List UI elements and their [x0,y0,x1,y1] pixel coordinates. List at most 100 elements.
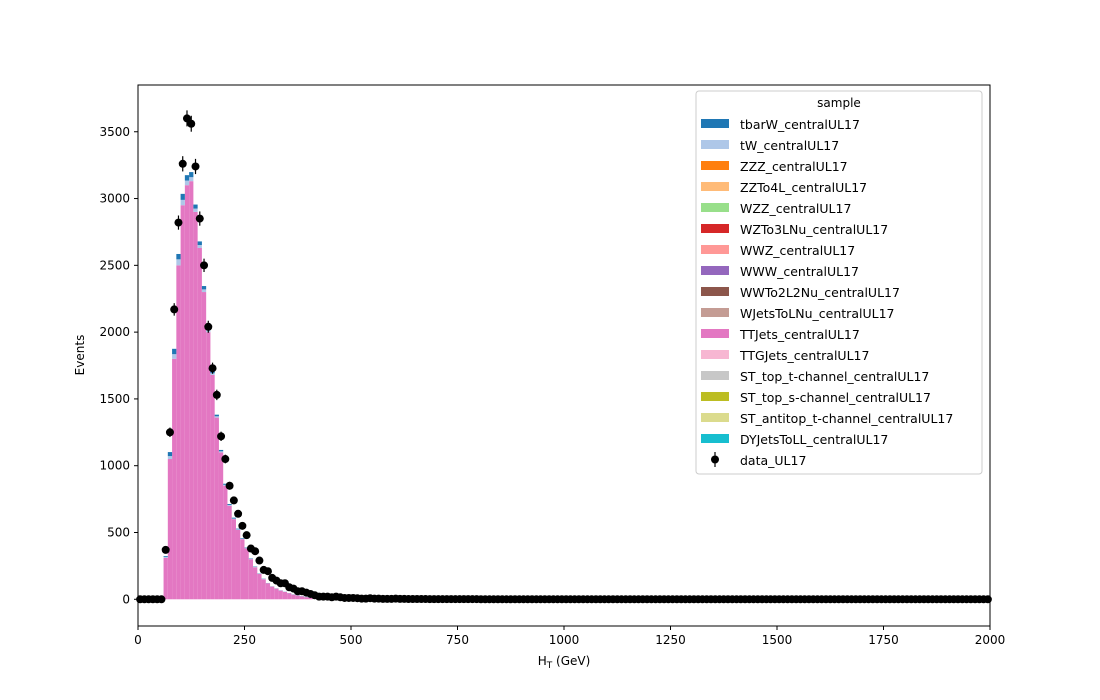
stack-bar-0-11 [210,374,215,600]
stack-bar-0-2 [172,358,177,600]
data-point-22 [229,496,238,505]
legend-swatch-5 [701,224,729,233]
x-tick-label-8: 2000 [975,633,1006,647]
data-point-8 [170,305,179,314]
legend-swatch-7 [701,266,729,275]
stack-bar-0-18 [240,539,245,600]
legend-label-7: WWW_centralUL17 [740,264,859,279]
stack-bar-2-6 [189,172,194,178]
legend-label-0: tbarW_centralUL17 [740,117,860,132]
data-point-7 [165,428,174,437]
stack-bar-0-1 [167,459,173,600]
data-point-15 [200,261,209,270]
stack-bar-0-6 [189,181,194,600]
legend-label-8: WWTo2L2Nu_centralUL17 [740,285,900,300]
stack-bar-2-14 [223,483,228,485]
stack-bar-0-34 [308,597,313,600]
stack-bar-0-9 [201,292,207,600]
legend-label-15: DYJetsToLL_centralUL17 [740,432,888,447]
legend-data-marker [711,455,719,464]
legend-swatch-9 [701,308,729,317]
stack-bar-0-0 [163,557,168,600]
stack-bar-1-17 [235,529,241,530]
legend-label-3: ZZTo4L_centralUL17 [740,180,867,195]
legend-box [695,90,983,475]
stack-bar-0-27 [278,590,283,600]
stack-bar-0-13 [218,452,224,600]
stack-bar-0-14 [223,485,228,600]
legend-swatch-14 [701,413,729,422]
stack-bar-2-18 [240,538,245,539]
x-tick-label-2: 500 [340,633,363,647]
data-point-17 [208,364,217,373]
legend-label-1: tW_centralUL17 [740,138,839,153]
data-point-25 [242,531,251,540]
stack-bar-0-17 [235,529,241,600]
legend-swatch-2 [701,161,729,170]
stack-bar-0-30 [291,594,296,600]
stack-bar-1-9 [201,289,207,293]
stack-bar-0-29 [287,593,292,600]
data-point-19 [217,432,226,441]
stack-bar-1-3 [176,259,181,266]
stack-bar-2-19 [244,547,249,549]
legend-label-10: TTJets_centralUL17 [739,327,860,342]
stack-bar-1-15 [227,504,232,506]
legend-swatch-12 [701,371,729,380]
plot-area [136,110,992,604]
stack-bar-1-5 [184,180,190,186]
stack-bar-1-2 [172,354,177,359]
data-points [136,110,992,604]
stack-bar-2-17 [235,528,241,530]
y-axis-label: Events [73,335,87,376]
stack-bar-1-6 [189,177,194,182]
stack-bar-0-25 [270,586,275,600]
stack-bar-1-18 [240,538,245,540]
stack-bar-1-11 [210,373,215,375]
stack-bar-0-3 [176,265,181,600]
legend-swatch-1 [701,140,729,149]
x-tick-label-1: 250 [233,633,256,647]
legend-title: sample [817,96,861,110]
stack-bar-0-8 [197,247,202,600]
y-tick-label-0: 0 [122,592,130,606]
legend-label-6: WWZ_centralUL17 [740,243,855,258]
data-point-24 [238,521,247,530]
stack-bar-2-0 [163,556,168,557]
data-point-23 [234,509,243,518]
y-tick-label-5: 2500 [99,258,130,272]
stack-bar-0-5 [184,185,190,600]
legend-swatch-6 [701,245,729,254]
x-tick-label-5: 1250 [655,633,686,647]
data-point-30 [263,567,272,576]
legend-label-9: WJetsToLNu_centralUL17 [740,306,894,321]
stack-bar-1-14 [223,484,228,486]
stack-bar-0-10 [206,332,211,600]
legend-label-14: ST_antitop_t-channel_centralUL17 [740,411,953,426]
legend-swatch-8 [701,287,729,296]
data-point-13 [191,162,200,171]
data-point-9 [174,218,183,227]
x-tick-label-3: 750 [446,633,469,647]
legend-swatch-0 [701,119,729,128]
stack-bar-2-7 [193,204,198,209]
legend-swatch-13 [701,392,729,401]
stack-bar-2-8 [197,241,202,246]
stack-bar-0-31 [295,595,300,600]
legend-swatch-11 [701,350,729,359]
legend-swatch-10 [701,329,729,338]
stack-bar-2-13 [218,449,224,452]
legend-label-13: ST_top_s-channel_centralUL17 [740,390,931,405]
stack-bar-0-32 [299,596,305,600]
x-tick-label-6: 1500 [762,633,793,647]
stack-bar-2-3 [176,253,181,260]
data-point-5 [157,595,166,604]
y-tick-label-1: 500 [107,525,130,539]
stack-bar-0-20 [248,559,254,600]
legend-label-2: ZZZ_centralUL17 [740,159,848,174]
y-tick-label-6: 3000 [99,192,130,206]
stacked-bars [163,172,313,600]
stack-bar-0-4 [180,205,185,600]
legend: sample tbarW_centralUL17 tW_centralUL17 ZZ… [695,90,983,475]
stack-bar-1-1 [167,456,173,460]
